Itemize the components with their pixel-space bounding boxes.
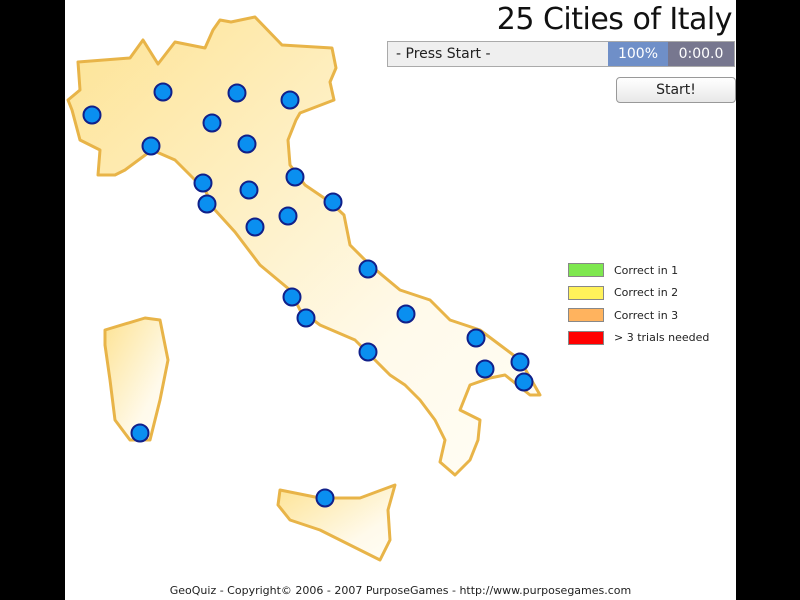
quiz-area: 25 Cities of Italy - Press Start - 100% … xyxy=(65,0,736,600)
legend-swatch xyxy=(568,263,604,278)
city-marker[interactable] xyxy=(466,328,486,348)
legend-label: Correct in 3 xyxy=(614,308,679,322)
legend-swatch xyxy=(568,308,604,323)
city-marker[interactable] xyxy=(358,259,378,279)
italy-map xyxy=(66,15,542,562)
page-title: 25 Cities of Italy xyxy=(496,2,733,37)
city-marker[interactable] xyxy=(193,173,213,193)
city-marker[interactable] xyxy=(296,308,316,328)
footer-copyright: GeoQuiz - Copyright© 2006 - 2007 Purpose… xyxy=(169,584,632,597)
score-percent: 100% xyxy=(608,42,668,66)
city-marker[interactable] xyxy=(510,352,530,372)
city-marker[interactable] xyxy=(315,488,335,508)
city-marker[interactable] xyxy=(237,134,257,154)
city-marker[interactable] xyxy=(227,83,247,103)
legend-swatch xyxy=(568,285,604,300)
city-marker[interactable] xyxy=(396,304,416,324)
city-marker[interactable] xyxy=(323,192,343,212)
city-marker[interactable] xyxy=(82,105,102,125)
legend-swatch xyxy=(568,330,604,345)
region-sardinia xyxy=(103,316,170,442)
city-marker[interactable] xyxy=(278,206,298,226)
city-marker[interactable] xyxy=(358,342,378,362)
legend-item: > 3 trials needed xyxy=(568,327,709,350)
legend: Correct in 1 Correct in 2 Correct in 3 >… xyxy=(568,259,709,349)
timer: 0:00.0 xyxy=(668,42,734,66)
city-marker[interactable] xyxy=(475,359,495,379)
city-marker[interactable] xyxy=(280,90,300,110)
city-marker[interactable] xyxy=(153,82,173,102)
city-marker[interactable] xyxy=(245,217,265,237)
city-marker[interactable] xyxy=(514,372,534,392)
city-marker[interactable] xyxy=(130,423,150,443)
legend-label: Correct in 2 xyxy=(614,286,679,300)
city-marker[interactable] xyxy=(282,287,302,307)
legend-item: Correct in 3 xyxy=(568,304,709,327)
city-marker[interactable] xyxy=(141,136,161,156)
legend-item: Correct in 1 xyxy=(568,259,709,282)
city-marker[interactable] xyxy=(239,180,259,200)
start-button[interactable]: Start! xyxy=(616,77,736,103)
legend-label: Correct in 1 xyxy=(614,263,679,277)
city-marker[interactable] xyxy=(202,113,222,133)
status-bar: - Press Start - 100% 0:00.0 xyxy=(387,41,735,67)
city-marker[interactable] xyxy=(197,194,217,214)
question-prompt: - Press Start - xyxy=(396,46,491,62)
city-marker[interactable] xyxy=(285,167,305,187)
legend-item: Correct in 2 xyxy=(568,282,709,305)
legend-label: > 3 trials needed xyxy=(614,331,710,345)
region-sicily xyxy=(276,483,397,562)
region-mainland xyxy=(66,15,542,477)
